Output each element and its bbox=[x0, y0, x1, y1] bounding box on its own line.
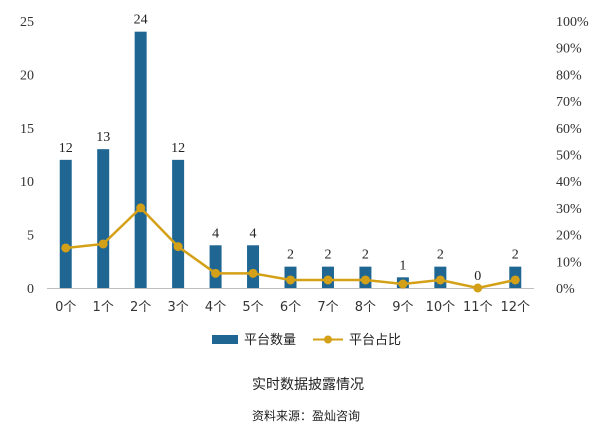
bar-value-label: 12 bbox=[171, 141, 185, 156]
category-label: 3个 bbox=[167, 300, 188, 315]
right-tick-label: 60% bbox=[556, 122, 582, 137]
bar-value-label: 13 bbox=[96, 130, 110, 145]
line-point bbox=[510, 275, 520, 285]
bar-value-label: 2 bbox=[437, 248, 444, 263]
legend-line-label: 平台占比 bbox=[349, 333, 401, 348]
legend-bar-label: 平台数量 bbox=[244, 333, 296, 348]
category-label: 12个 bbox=[500, 300, 530, 315]
line-point bbox=[398, 279, 408, 289]
bar bbox=[247, 245, 260, 288]
category-label: 8个 bbox=[355, 300, 376, 315]
right-tick-label: 10% bbox=[556, 255, 582, 270]
line-point bbox=[323, 275, 333, 285]
bar-value-label: 24 bbox=[134, 13, 148, 28]
bar-value-label: 4 bbox=[212, 226, 219, 241]
bar-value-label: 2 bbox=[324, 248, 331, 263]
category-label: 0个 bbox=[55, 300, 76, 315]
left-tick-label: 5 bbox=[27, 229, 34, 244]
category-label: 4个 bbox=[205, 300, 226, 315]
source-note: 资料来源：盈灿咨询 bbox=[252, 408, 360, 423]
line-point bbox=[473, 283, 483, 293]
right-tick-label: 80% bbox=[556, 68, 582, 83]
right-tick-label: 70% bbox=[556, 95, 582, 110]
bar bbox=[59, 159, 72, 288]
left-tick-label: 10 bbox=[20, 175, 34, 190]
line-point bbox=[211, 268, 221, 278]
right-tick-label: 20% bbox=[556, 229, 582, 244]
right-axis-ticks: 0% 10% 20% 30% 40% 50% 60% 70% 80% 90% 100% bbox=[556, 15, 589, 297]
bar-value-label: 12 bbox=[59, 141, 73, 156]
line-point bbox=[286, 275, 295, 285]
line-point bbox=[136, 203, 146, 213]
category-label: 1个 bbox=[93, 300, 114, 315]
right-tick-label: 40% bbox=[556, 175, 582, 190]
right-tick-label: 30% bbox=[556, 202, 582, 217]
category-label: 7个 bbox=[317, 300, 338, 315]
line-point bbox=[61, 243, 71, 253]
bar-value-label: 1 bbox=[399, 258, 406, 273]
category-label: 5个 bbox=[242, 300, 263, 315]
category-labels: 0个 1个 2个 3个 4个 5个 6个 7个 8个 9个 10个 11个 12个 bbox=[55, 300, 530, 315]
category-label: 6个 bbox=[280, 300, 301, 315]
category-label: 2个 bbox=[130, 300, 151, 315]
bar bbox=[134, 31, 147, 289]
legend: 平台数量 平台占比 bbox=[212, 333, 401, 348]
right-tick-label: 100% bbox=[556, 15, 589, 30]
bar-value-label: 0 bbox=[474, 269, 481, 284]
left-tick-label: 20 bbox=[20, 68, 34, 83]
category-label: 11个 bbox=[463, 300, 493, 315]
right-tick-label: 50% bbox=[556, 149, 582, 164]
bar-value-label: 2 bbox=[362, 248, 369, 263]
bar bbox=[209, 245, 222, 288]
legend-line-marker bbox=[324, 335, 332, 344]
category-label: 10个 bbox=[426, 300, 456, 315]
bar bbox=[97, 149, 110, 288]
bar-value-label: 4 bbox=[250, 226, 257, 241]
bar-value-label: 2 bbox=[287, 248, 294, 263]
line-point bbox=[173, 242, 183, 252]
legend-bar-swatch bbox=[212, 335, 238, 344]
right-tick-label: 90% bbox=[556, 42, 582, 57]
left-tick-label: 0 bbox=[27, 282, 34, 297]
line-point bbox=[435, 275, 445, 285]
bar bbox=[172, 159, 185, 288]
left-tick-label: 15 bbox=[20, 122, 34, 137]
bar-value-label: 2 bbox=[512, 248, 519, 263]
line-series bbox=[61, 203, 520, 293]
left-axis-ticks: 0 5 10 15 20 25 bbox=[20, 15, 34, 297]
line-point bbox=[248, 268, 258, 278]
line-point bbox=[98, 239, 108, 249]
left-tick-label: 25 bbox=[20, 15, 34, 30]
right-tick-label: 0% bbox=[556, 282, 575, 297]
category-label: 9个 bbox=[392, 300, 413, 315]
line-point bbox=[360, 275, 370, 285]
chart-title: 实时数据披露情况 bbox=[252, 377, 364, 393]
